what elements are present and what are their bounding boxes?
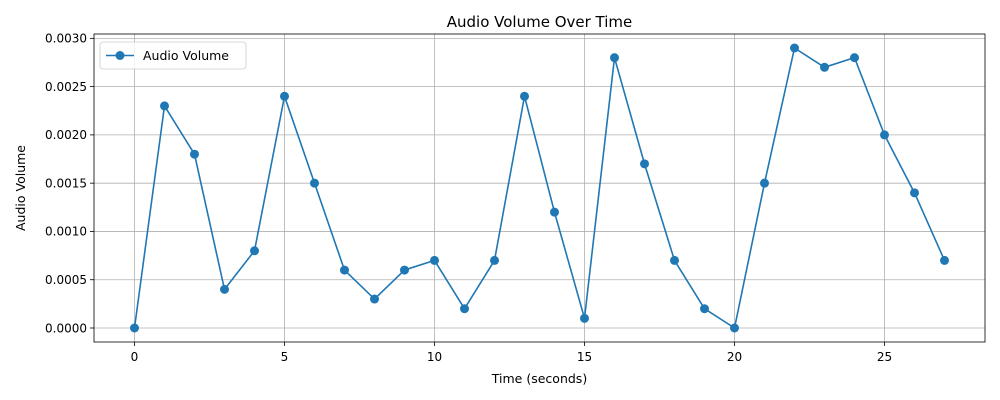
data-point — [940, 255, 949, 265]
data-point — [160, 101, 169, 111]
data-point — [610, 53, 619, 63]
series-line — [133, 47, 946, 329]
legend-label: Audio Volume — [143, 48, 229, 63]
data-point — [640, 159, 649, 169]
data-point — [130, 323, 139, 333]
chart-title: Audio Volume Over Time — [447, 13, 633, 31]
data-point — [880, 130, 889, 140]
legend-marker — [115, 51, 125, 60]
data-point — [220, 284, 229, 294]
data-point — [550, 207, 559, 217]
data-point — [190, 149, 199, 159]
data-point — [520, 91, 529, 101]
data-point — [400, 265, 409, 275]
data-point — [850, 53, 859, 63]
y-tick-label: 0.0005 — [45, 273, 87, 287]
data-point — [730, 323, 739, 333]
data-point — [340, 265, 349, 275]
data-point — [790, 43, 799, 53]
y-tick-label: 0.0030 — [45, 32, 87, 46]
data-point — [460, 304, 469, 314]
data-point — [670, 255, 679, 265]
y-tick-label: 0.0010 — [45, 225, 87, 239]
y-tick-label: 0.0000 — [45, 321, 87, 335]
x-axis-label: Time (seconds) — [491, 371, 587, 386]
data-point — [910, 188, 919, 198]
data-point — [250, 246, 259, 256]
data-point — [760, 178, 769, 188]
y-axis-label: Audio Volume — [13, 145, 28, 231]
grid — [94, 34, 985, 342]
data-point — [370, 294, 379, 304]
x-tick-label: 20 — [727, 350, 742, 364]
data-point — [580, 313, 589, 323]
axis-ticks: 0 5 10 15 20 25 0.0000 0.0005 0.0010 0.0015 0.0020… — [45, 32, 892, 364]
data-point — [490, 255, 499, 265]
data-point — [430, 255, 439, 265]
x-tick-label: 10 — [427, 350, 442, 364]
plot-area-frame — [93, 33, 986, 343]
y-tick-label: 0.0015 — [45, 176, 87, 190]
data-point — [700, 304, 709, 314]
x-tick-label: 5 — [281, 350, 289, 364]
y-tick-label: 0.0020 — [45, 128, 87, 142]
series-layer — [130, 43, 949, 333]
data-point — [310, 178, 319, 188]
legend: Audio Volume — [99, 41, 247, 70]
data-point — [820, 62, 829, 72]
x-tick-label: 15 — [577, 350, 592, 364]
legend-frame — [99, 41, 247, 70]
x-tick-label: 25 — [877, 350, 892, 364]
x-tick-label: 0 — [131, 350, 139, 364]
data-point — [280, 91, 289, 101]
y-tick-label: 0.0025 — [45, 80, 87, 94]
